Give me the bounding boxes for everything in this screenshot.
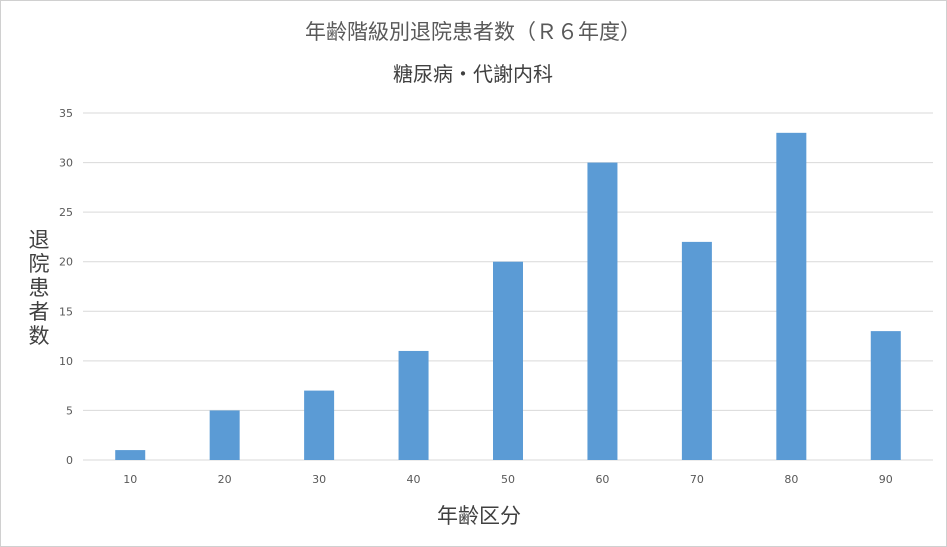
y-axis-label-char: 退 bbox=[29, 228, 50, 252]
y-tick-label: 0 bbox=[66, 454, 73, 467]
chart-title: 年齢階級別退院患者数（Ｒ６年度） bbox=[305, 20, 641, 44]
y-axis-label-char: 者 bbox=[29, 300, 50, 324]
y-axis-label-char: 数 bbox=[29, 324, 50, 348]
y-axis-label: 退院患者数 bbox=[29, 228, 50, 348]
x-tick-label: 60 bbox=[595, 473, 609, 486]
x-tick-label: 30 bbox=[312, 473, 326, 486]
bar-90 bbox=[870, 331, 901, 460]
x-tick-label: 10 bbox=[123, 473, 137, 486]
x-axis-ticks: 10 20 30 40 50 60 70 80 90 bbox=[123, 473, 893, 486]
bar-80 bbox=[776, 132, 807, 461]
y-axis-label-char: 院 bbox=[29, 252, 50, 276]
bar-60 bbox=[587, 162, 618, 461]
y-tick-label: 15 bbox=[59, 305, 73, 318]
x-tick-label: 80 bbox=[784, 473, 798, 486]
y-tick-label: 20 bbox=[59, 256, 73, 269]
y-axis-ticks: 0 5 10 15 20 25 30 35 bbox=[59, 107, 73, 467]
x-axis-label: 年齢区分 bbox=[437, 504, 521, 528]
y-tick-label: 30 bbox=[59, 157, 73, 170]
x-tick-label: 20 bbox=[218, 473, 232, 486]
chart-subtitle: 糖尿病・代謝内科 bbox=[393, 62, 553, 86]
x-tick-label: 90 bbox=[879, 473, 893, 486]
y-tick-label: 10 bbox=[59, 355, 73, 368]
y-axis-label-char: 患 bbox=[29, 276, 50, 300]
y-tick-label: 25 bbox=[59, 206, 73, 219]
bar-10 bbox=[115, 450, 146, 460]
x-tick-label: 70 bbox=[690, 473, 704, 486]
bar-70 bbox=[681, 241, 712, 460]
bar-40 bbox=[398, 350, 429, 460]
y-tick-label: 5 bbox=[66, 404, 73, 417]
bar-50 bbox=[493, 261, 523, 460]
bar-20 bbox=[209, 410, 240, 460]
x-tick-label: 50 bbox=[501, 473, 515, 486]
bars bbox=[115, 132, 901, 461]
x-tick-label: 40 bbox=[407, 473, 421, 486]
bar-30 bbox=[304, 390, 335, 460]
y-tick-label: 35 bbox=[59, 107, 73, 120]
